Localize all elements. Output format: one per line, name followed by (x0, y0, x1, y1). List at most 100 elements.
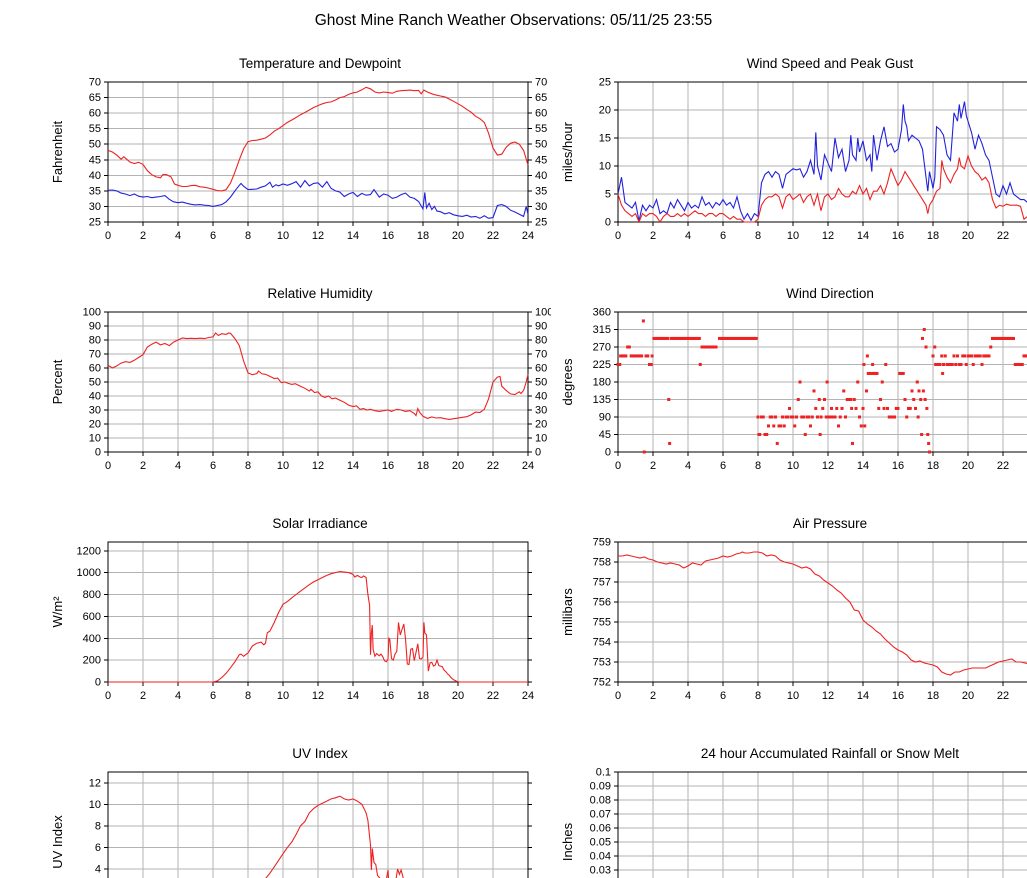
svg-text:24: 24 (522, 230, 534, 242)
svg-text:50: 50 (535, 377, 547, 389)
svg-text:756: 756 (593, 597, 611, 609)
svg-text:20: 20 (452, 460, 464, 472)
svg-text:45: 45 (535, 154, 547, 166)
svg-text:8: 8 (245, 230, 251, 242)
svg-text:65: 65 (535, 92, 547, 104)
svg-text:UV Index: UV Index (50, 815, 65, 869)
svg-text:millibars: millibars (560, 588, 575, 636)
svg-text:0.09: 0.09 (590, 781, 611, 793)
svg-text:10: 10 (89, 433, 101, 445)
svg-text:10: 10 (787, 460, 799, 472)
svg-text:10: 10 (787, 690, 799, 702)
svg-text:12: 12 (822, 690, 834, 702)
wind-speed-gust-chart: 0246810121416182022240055101015152020252… (560, 77, 1027, 242)
svg-text:759: 759 (593, 537, 611, 549)
svg-text:0: 0 (605, 447, 611, 459)
svg-text:8: 8 (755, 230, 761, 242)
svg-text:10: 10 (787, 230, 799, 242)
svg-text:10: 10 (535, 433, 547, 445)
svg-text:14: 14 (347, 690, 359, 702)
panel-relative-humidity: Relative Humidity 0 2 4 6 8 10 12 14 16 18 20 22 24 0… (46, 286, 551, 476)
panel-wind-speed-gust: Wind Speed and Peak Gust 0 2 4 6 8 10 12 14 16 18… (556, 56, 1027, 246)
svg-text:18: 18 (417, 230, 429, 242)
svg-text:12: 12 (312, 230, 324, 242)
svg-text:4: 4 (685, 460, 691, 472)
svg-text:4: 4 (175, 230, 181, 242)
svg-text:100: 100 (83, 307, 101, 319)
svg-text:753: 753 (593, 657, 611, 669)
svg-text:24: 24 (522, 690, 534, 702)
panel-uv-index: UV Index 024681012141618202224024681012U… (46, 746, 551, 878)
svg-text:0.08: 0.08 (590, 795, 611, 807)
wind-direction-chart: 0246810121416182022240N45NE90E135SE180S2… (560, 307, 1027, 472)
svg-text:25: 25 (535, 217, 547, 229)
svg-text:4: 4 (685, 230, 691, 242)
svg-text:60: 60 (89, 363, 101, 375)
svg-text:0.07: 0.07 (590, 809, 611, 821)
svg-text:6: 6 (720, 230, 726, 242)
svg-text:20: 20 (962, 690, 974, 702)
svg-text:8: 8 (245, 460, 251, 472)
svg-text:12: 12 (89, 777, 101, 789)
svg-text:0: 0 (105, 230, 111, 242)
chart-grid: Temperature and Dewpoint 0 2 4 6 8 10 12 14 16 18… (6, 40, 1027, 878)
svg-text:30: 30 (89, 405, 101, 417)
svg-text:2: 2 (650, 230, 656, 242)
svg-text:10: 10 (599, 161, 611, 173)
svg-text:0.1: 0.1 (596, 767, 611, 779)
chart-title: UV Index (292, 746, 348, 761)
svg-text:20: 20 (535, 419, 547, 431)
svg-text:55: 55 (89, 123, 101, 135)
svg-text:400: 400 (83, 633, 101, 645)
svg-text:50: 50 (535, 139, 547, 151)
svg-text:6: 6 (210, 230, 216, 242)
svg-text:16: 16 (892, 690, 904, 702)
chart-title: Temperature and Dewpoint (238, 56, 402, 71)
svg-text:30: 30 (535, 405, 547, 417)
rainfall-chart: 0246810121416182022240.00.00.010.010.020… (560, 767, 1027, 878)
svg-text:Percent: Percent (50, 359, 65, 404)
svg-text:0: 0 (615, 690, 621, 702)
svg-text:50: 50 (89, 377, 101, 389)
svg-text:60: 60 (535, 363, 547, 375)
panel-solar-irradiance: Solar Irradiance 0 2 4 6 8 10 12 14 16 18 20 22 24 0 2… (46, 516, 551, 706)
svg-text:360: 360 (593, 307, 611, 319)
svg-text:800: 800 (83, 589, 101, 601)
svg-text:8: 8 (245, 690, 251, 702)
svg-text:20: 20 (962, 460, 974, 472)
svg-text:6: 6 (210, 460, 216, 472)
svg-text:754: 754 (593, 637, 611, 649)
svg-text:25: 25 (599, 77, 611, 89)
svg-text:40: 40 (535, 391, 547, 403)
svg-text:16: 16 (382, 230, 394, 242)
chart-title: Solar Irradiance (272, 516, 368, 531)
solar-irradiance-chart: 0 2 4 6 8 10 12 14 16 18 20 22 240200400600800100012… (50, 541, 534, 702)
chart-title: Relative Humidity (267, 286, 373, 301)
svg-text:14: 14 (857, 690, 869, 702)
svg-text:0: 0 (615, 460, 621, 472)
svg-text:W/m²: W/m² (50, 596, 65, 628)
svg-text:2: 2 (140, 690, 146, 702)
svg-text:22: 22 (997, 460, 1009, 472)
svg-text:70: 70 (89, 77, 101, 89)
panel-wind-direction: Wind Direction 0246810121416182022240N45… (556, 286, 1027, 476)
svg-text:40: 40 (89, 170, 101, 182)
svg-text:200: 200 (83, 655, 101, 667)
svg-text:22: 22 (487, 230, 499, 242)
svg-text:12: 12 (312, 690, 324, 702)
svg-text:225: 225 (593, 359, 611, 371)
svg-text:600: 600 (83, 611, 101, 623)
svg-text:752: 752 (593, 677, 611, 689)
svg-text:0.06: 0.06 (590, 823, 611, 835)
svg-text:0: 0 (535, 447, 541, 459)
chart-title: Wind Direction (786, 286, 874, 301)
svg-text:6: 6 (95, 842, 101, 854)
svg-text:20: 20 (599, 105, 611, 117)
svg-text:4: 4 (175, 460, 181, 472)
svg-text:315: 315 (593, 324, 611, 336)
svg-text:20: 20 (962, 230, 974, 242)
svg-text:0: 0 (95, 677, 101, 689)
